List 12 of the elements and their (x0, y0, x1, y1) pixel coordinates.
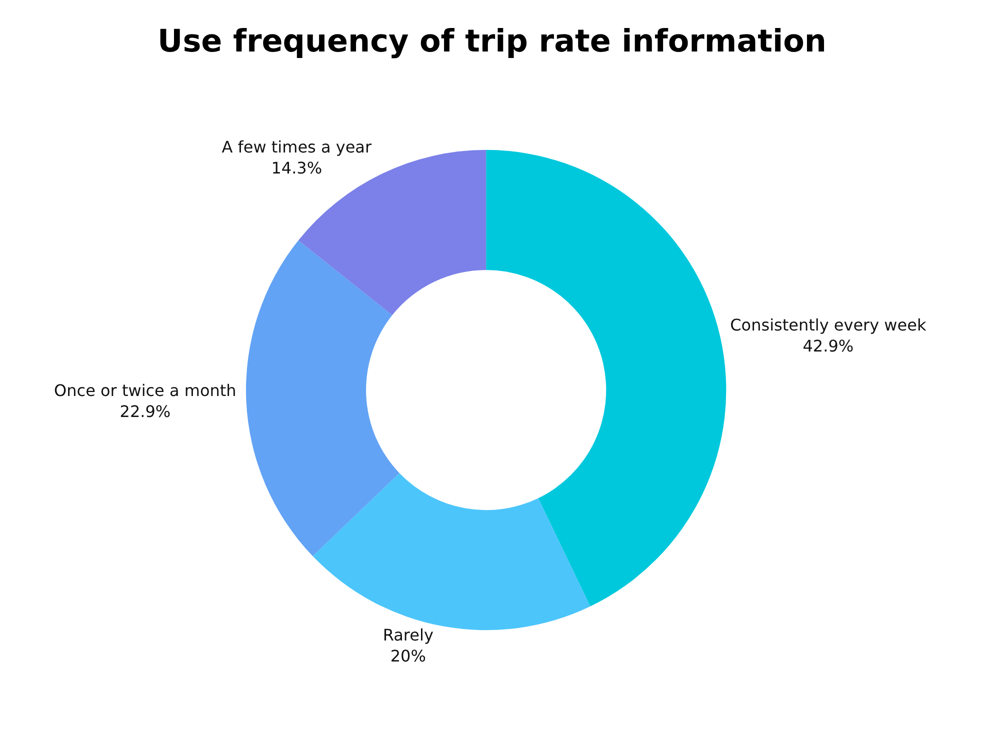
slice-label: Consistently every week (730, 316, 927, 335)
donut-slice (246, 240, 400, 556)
donut-slice (312, 473, 590, 630)
data-label: 14.3% (271, 158, 322, 178)
slice-label: Rarely (382, 626, 434, 645)
donut-slice (486, 150, 726, 606)
data-label: 42.9% (802, 336, 854, 356)
slice-label: Once or twice a month (54, 381, 236, 400)
slice-label: A few times a year (222, 138, 372, 157)
data-label: 22.9% (120, 402, 171, 421)
chart-title: Use frequency of trip rate information (158, 23, 826, 60)
data-label: 20% (390, 646, 426, 666)
